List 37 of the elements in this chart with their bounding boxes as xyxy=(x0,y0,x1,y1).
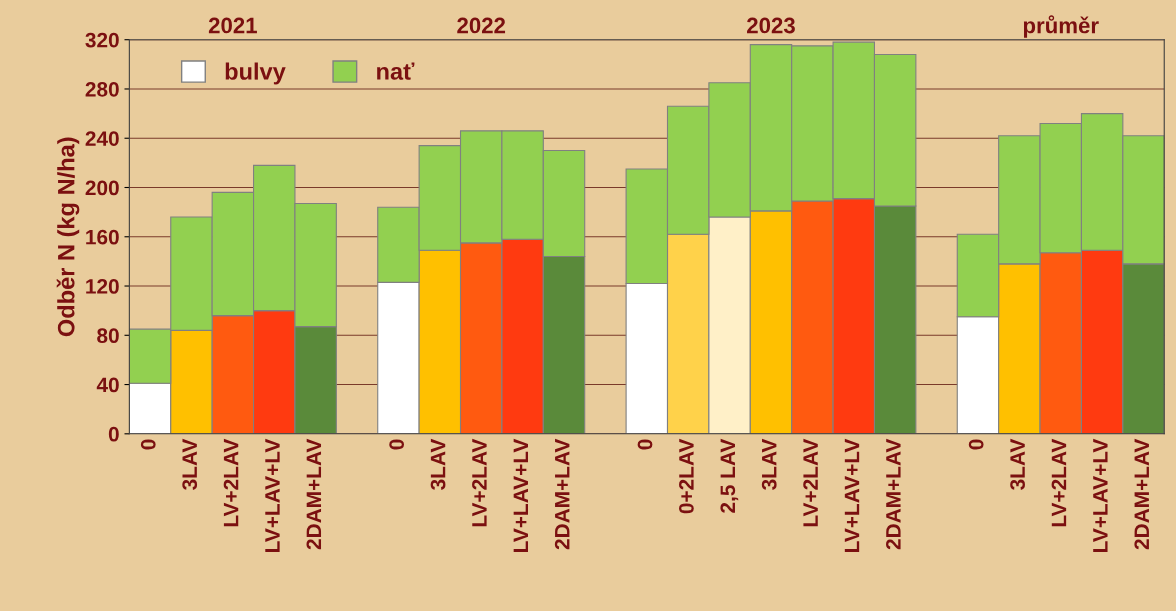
y-tick-label: 120 xyxy=(86,279,119,294)
x-tick-label: 0 xyxy=(140,439,156,450)
x-tick-label: 0 xyxy=(968,439,984,450)
x-tick-label: 2,5 LAV xyxy=(720,438,739,513)
x-tick-label: 0 xyxy=(637,439,653,450)
x-tick-label: LV+2LAV xyxy=(472,438,487,527)
y-tick-label: 160 xyxy=(86,229,119,245)
y-axis-title: Odběr N (kg N/ha) xyxy=(56,137,80,337)
x-tick-label: LV+LAV+LV xyxy=(844,438,860,552)
x-tick-label: 2DAM+LAV xyxy=(886,438,901,550)
x-tick-label: LV+LAV+LV xyxy=(1093,438,1108,552)
y-tick-label: 200 xyxy=(85,180,119,196)
y-tick-label: 40 xyxy=(96,377,119,393)
text: 2022 xyxy=(457,17,506,34)
y-tick-label: 80 xyxy=(97,328,119,344)
x-tick-label: 3LAV xyxy=(761,438,777,490)
x-tick-label: 2DAM+LAV xyxy=(1134,438,1149,550)
x-tick-label: LV+LAV+LV xyxy=(265,438,280,552)
text: 2023 xyxy=(747,17,795,34)
x-tick-label: LV+LAV+LV xyxy=(513,438,528,552)
x-tick-label: 2DAM+LAV xyxy=(306,438,322,550)
legend-label: nať xyxy=(377,62,415,80)
x-tick-label: LV+2LAV xyxy=(1051,438,1067,527)
x-tick-label: 3LAV xyxy=(1010,438,1025,490)
x-tick-label: 3LAV xyxy=(182,438,198,490)
y-tick-label: 320 xyxy=(85,32,119,48)
x-tick-label: 0+2LAV xyxy=(679,438,694,514)
text: 2021 xyxy=(208,17,257,34)
y-tick-label: 240 xyxy=(85,131,119,146)
x-tick-label: LV+2LAV xyxy=(223,438,239,527)
x-tick-label: 0 xyxy=(389,439,405,450)
text: průměr xyxy=(1023,15,1099,38)
x-tick-label: LV+2LAV xyxy=(803,438,818,527)
legend-label: bulvy xyxy=(225,62,286,85)
x-tick-label: 3LAV xyxy=(430,438,446,490)
y-tick-label: 280 xyxy=(85,81,119,97)
x-tick-label: 2DAM+LAV xyxy=(554,438,570,550)
